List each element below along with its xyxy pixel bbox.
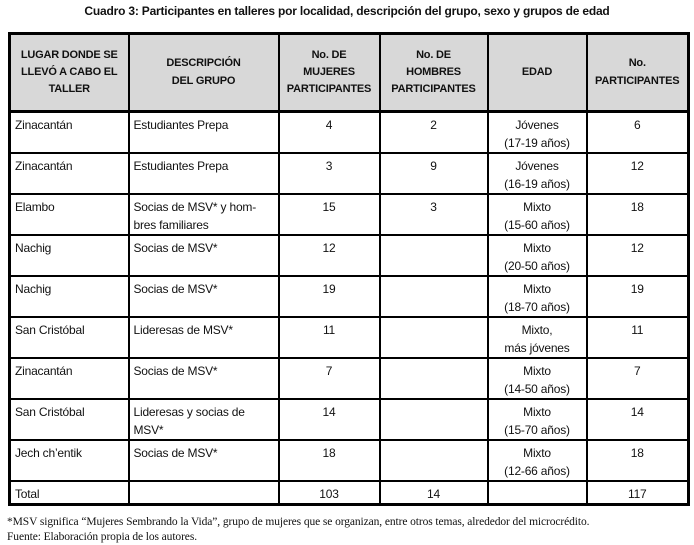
cell-grupo: Lideresas de MSV*: [127, 316, 280, 359]
cell-grupo: Socias de MSV*: [127, 357, 280, 400]
cell-hombres: [378, 398, 489, 441]
cell-edad: Mixto (15-60 años): [486, 193, 588, 236]
cell-lugar: San Cristóbal: [8, 398, 130, 441]
table-row: Zinacantán Estudiantes Prepa 3 9 Jóvenes…: [8, 152, 690, 195]
cell-grupo: [127, 480, 280, 506]
col-header-edad: EDAD: [486, 32, 588, 113]
table-row: Nachig Socias de MSV* 19 Mixto (18-70 añ…: [8, 275, 690, 318]
cell-edad: Mixto, más jóvenes: [486, 316, 588, 359]
cell-mujeres: 11: [277, 316, 381, 359]
header-row: LUGAR DONDE SE LLEVÓ A CABO EL TALLER DE…: [8, 32, 690, 113]
cell-edad: Jóvenes (17-19 años): [486, 110, 588, 154]
cell-grupo: Estudiantes Prepa: [127, 110, 280, 154]
footnote-msv: *MSV significa “Mujeres Sembrando la Vid…: [7, 516, 590, 528]
table-row: San Cristóbal Lideresas y socias de MSV*…: [8, 398, 690, 441]
cell-participantes: 7: [585, 357, 690, 400]
footnote-fuente: Fuente: Elaboración propia de los autore…: [7, 530, 197, 543]
cell-lugar: Nachig: [8, 275, 130, 318]
cell-edad: Mixto (15-70 años): [486, 398, 588, 441]
cell-lugar: Elambo: [8, 193, 130, 236]
cell-mujeres: 12: [277, 234, 381, 277]
table-header: LUGAR DONDE SE LLEVÓ A CABO EL TALLER DE…: [8, 32, 690, 113]
cell-total-participantes: 117: [585, 480, 690, 506]
table-body: Zinacantán Estudiantes Prepa 4 2 Jóvenes…: [8, 110, 690, 506]
cell-edad: [486, 480, 588, 506]
footnotes: *MSV significa “Mujeres Sembrando la Vid…: [7, 515, 694, 545]
cell-participantes: 18: [585, 193, 690, 236]
cell-participantes: 11: [585, 316, 690, 359]
cell-mujeres: 18: [277, 439, 381, 482]
cell-lugar: Jech ch’entik: [8, 439, 130, 482]
table-row: Nachig Socias de MSV* 12 Mixto (20-50 añ…: [8, 234, 690, 277]
cell-hombres: [378, 234, 489, 277]
cell-participantes: 14: [585, 398, 690, 441]
cell-hombres: [378, 275, 489, 318]
cell-edad: Mixto (14-50 años): [486, 357, 588, 400]
cell-edad: Mixto (20-50 años): [486, 234, 588, 277]
cell-grupo: Lideresas y socias de MSV*: [127, 398, 280, 441]
cell-hombres: 9: [378, 152, 489, 195]
cell-participantes: 6: [585, 110, 690, 154]
col-header-lugar: LUGAR DONDE SE LLEVÓ A CABO EL TALLER: [8, 32, 130, 113]
table-row: Jech ch’entik Socias de MSV* 18 Mixto (1…: [8, 439, 690, 482]
cell-hombres: [378, 439, 489, 482]
col-header-descripcion: DESCRIPCIÓN DEL GRUPO: [127, 32, 280, 113]
table-row: Zinacantán Socias de MSV* 7 Mixto (14-50…: [8, 357, 690, 400]
cell-mujeres: 7: [277, 357, 381, 400]
cell-participantes: 12: [585, 152, 690, 195]
cell-lugar: Nachig: [8, 234, 130, 277]
cell-grupo: Socias de MSV*: [127, 439, 280, 482]
cell-edad: Jóvenes (16-19 años): [486, 152, 588, 195]
table-row: Zinacantán Estudiantes Prepa 4 2 Jóvenes…: [8, 110, 690, 154]
cell-mujeres: 19: [277, 275, 381, 318]
participants-table: LUGAR DONDE SE LLEVÓ A CABO EL TALLER DE…: [8, 32, 690, 506]
cell-grupo: Socias de MSV*: [127, 275, 280, 318]
col-header-hombres: No. DE HOMBRES PARTICIPANTES: [378, 32, 489, 113]
cell-participantes: 12: [585, 234, 690, 277]
cell-edad: Mixto (12-66 años): [486, 439, 588, 482]
cell-lugar: San Cristóbal: [8, 316, 130, 359]
cell-hombres: [378, 316, 489, 359]
table-row: Elambo Socias de MSV* y hom- bres famili…: [8, 193, 690, 236]
table-row: San Cristóbal Lideresas de MSV* 11 Mixto…: [8, 316, 690, 359]
col-header-participantes: No. PARTICIPANTES: [585, 32, 690, 113]
cell-edad: Mixto (18-70 años): [486, 275, 588, 318]
table-total-row: Total 103 14 117: [8, 480, 690, 506]
cell-hombres: 3: [378, 193, 489, 236]
cell-hombres: 2: [378, 110, 489, 154]
cell-mujeres: 4: [277, 110, 381, 154]
cell-grupo: Socias de MSV* y hom- bres familiares: [127, 193, 280, 236]
cell-lugar: Zinacantán: [8, 110, 130, 154]
cell-total-hombres: 14: [378, 480, 489, 506]
cell-mujeres: 14: [277, 398, 381, 441]
cell-hombres: [378, 357, 489, 400]
cell-mujeres: 3: [277, 152, 381, 195]
cell-participantes: 18: [585, 439, 690, 482]
cell-lugar: Zinacantán: [8, 152, 130, 195]
cell-grupo: Socias de MSV*: [127, 234, 280, 277]
col-header-mujeres: No. DE MUJERES PARTICIPANTES: [277, 32, 381, 113]
cell-lugar: Zinacantán: [8, 357, 130, 400]
cell-total-mujeres: 103: [277, 480, 381, 506]
page: Cuadro 3: Participantes en talleres por …: [7, 4, 690, 543]
cell-participantes: 19: [585, 275, 690, 318]
cell-mujeres: 15: [277, 193, 381, 236]
cell-total-label: Total: [8, 480, 130, 506]
cell-grupo: Estudiantes Prepa: [127, 152, 280, 195]
table-title: Cuadro 3: Participantes en talleres por …: [84, 4, 610, 18]
